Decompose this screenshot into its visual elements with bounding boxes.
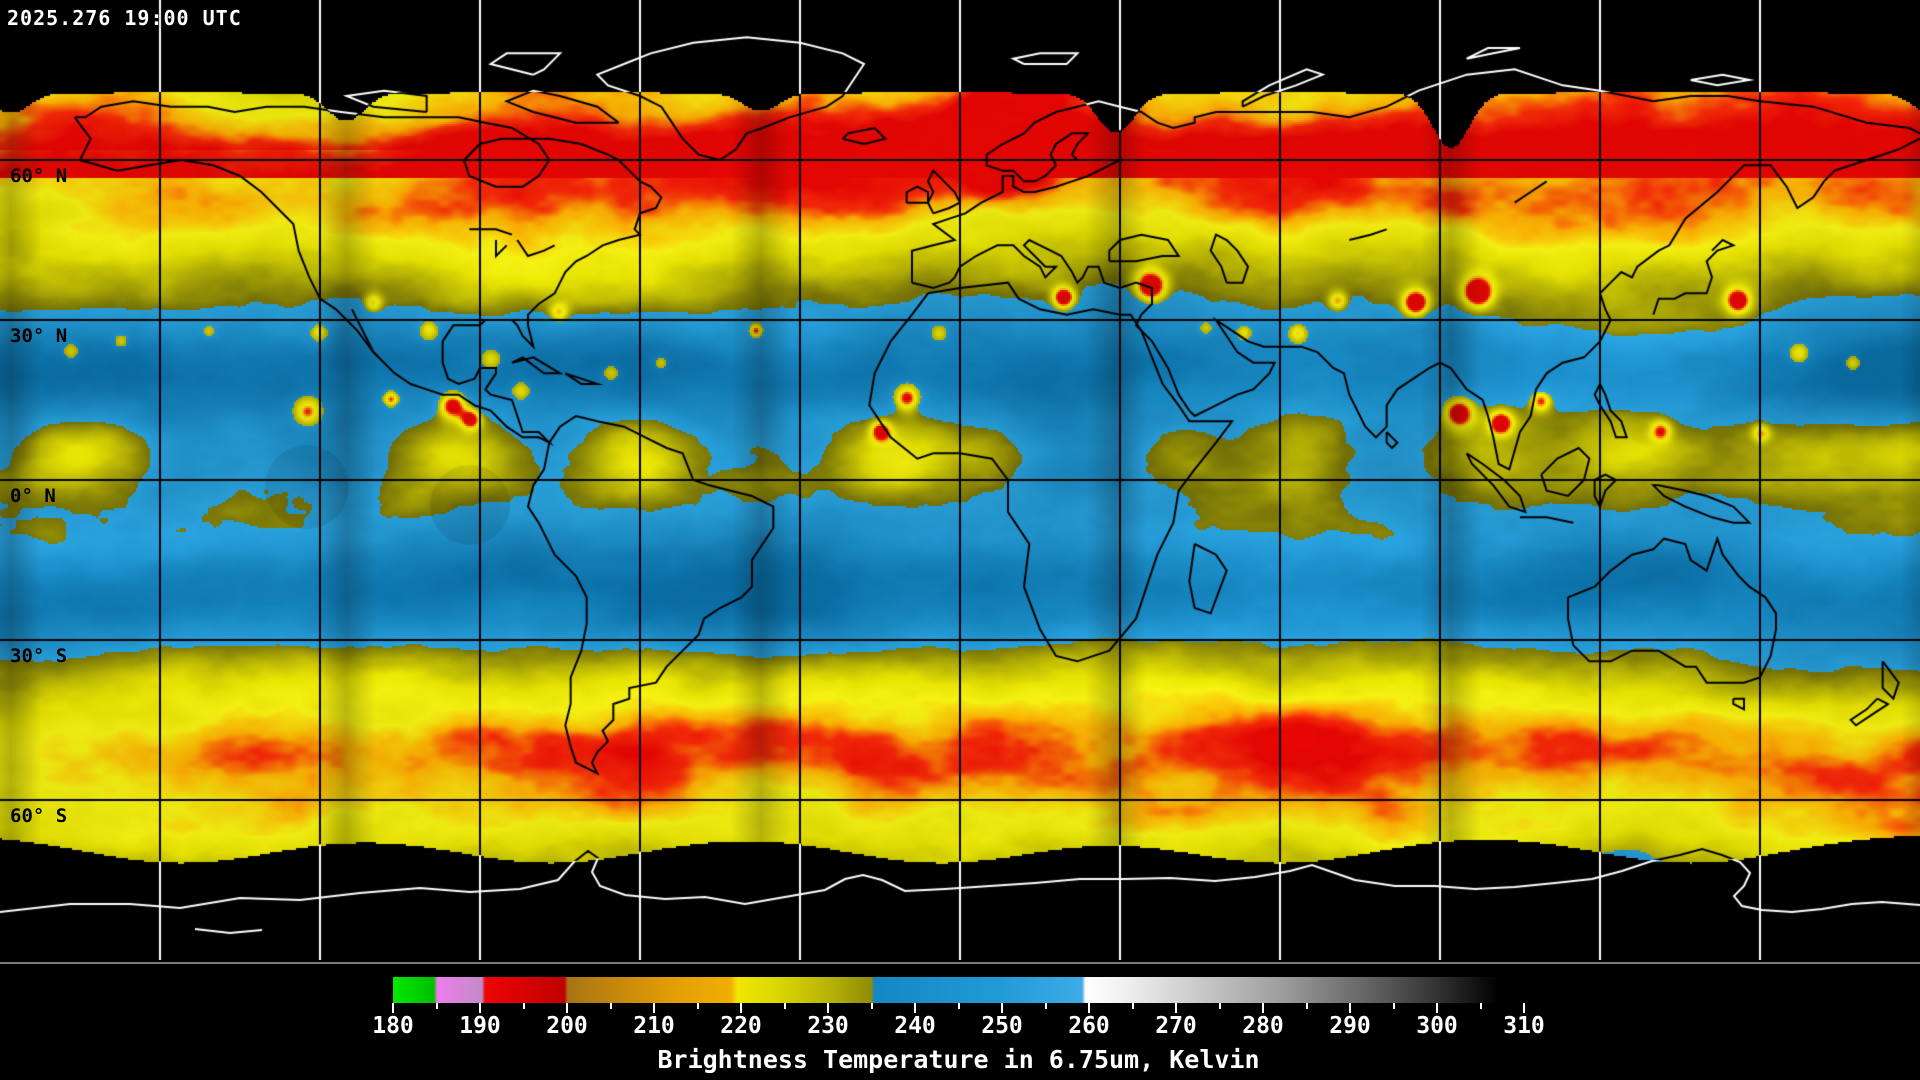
colorbar-minor-tick	[609, 1003, 612, 1009]
colorbar-tick-label: 290	[1329, 1013, 1371, 1039]
colorbar-major-tick	[653, 1003, 655, 1013]
colorbar-tick-label: 270	[1155, 1013, 1197, 1039]
colorbar-minor-tick	[1392, 1003, 1395, 1009]
colorbar-tick-label: 230	[807, 1013, 849, 1039]
satellite-map-canvas	[0, 0, 1920, 960]
colorbar-title: Brightness Temperature in 6.75um, Kelvin	[657, 1045, 1260, 1074]
colorbar-major-tick	[1088, 1003, 1090, 1013]
colorbar-gradient	[393, 977, 1524, 1003]
colorbar-tick-label: 260	[1068, 1013, 1110, 1039]
colorbar-minor-tick	[696, 1003, 699, 1009]
colorbar-minor-tick	[1044, 1003, 1047, 1009]
colorbar-major-tick	[1175, 1003, 1177, 1013]
latitude-label: 60° S	[10, 805, 68, 827]
colorbar-major-tick	[1523, 1003, 1525, 1013]
latitude-label: 30° N	[10, 325, 68, 347]
colorbar-major-tick	[827, 1003, 829, 1013]
colorbar-tick-label: 300	[1416, 1013, 1458, 1039]
colorbar-minor-tick	[522, 1003, 525, 1009]
colorbar-tick-label: 280	[1242, 1013, 1284, 1039]
colorbar-minor-tick	[1305, 1003, 1308, 1009]
colorbar-major-tick	[1262, 1003, 1264, 1013]
colorbar-tick-label: 210	[633, 1013, 675, 1039]
colorbar-tick-label: 180	[372, 1013, 414, 1039]
latitude-label: 30° S	[10, 645, 68, 667]
colorbar-major-tick	[479, 1003, 481, 1013]
colorbar-minor-tick	[957, 1003, 960, 1009]
colorbar-major-tick	[566, 1003, 568, 1013]
timestamp-label: 2025.276 19:00 UTC	[7, 6, 242, 30]
colorbar-major-tick	[1001, 1003, 1003, 1013]
colorbar-tick-label: 190	[459, 1013, 501, 1039]
colorbar-tick-label: 200	[546, 1013, 588, 1039]
colorbar-tick-label: 240	[894, 1013, 936, 1039]
colorbar-major-tick	[1349, 1003, 1351, 1013]
map-colorbar-separator	[0, 962, 1920, 964]
latitude-label: 60° N	[10, 165, 68, 187]
colorbar-tick-label: 310	[1503, 1013, 1545, 1039]
colorbar-minor-tick	[435, 1003, 438, 1009]
colorbar-major-tick	[914, 1003, 916, 1013]
colorbar-minor-tick	[783, 1003, 786, 1009]
colorbar-major-tick	[1436, 1003, 1438, 1013]
colorbar-major-tick	[740, 1003, 742, 1013]
colorbar-minor-tick	[1131, 1003, 1134, 1009]
colorbar-tick-label: 220	[720, 1013, 762, 1039]
latitude-label: 0° N	[10, 485, 56, 507]
colorbar-major-tick	[392, 1003, 394, 1013]
colorbar-tick-label: 250	[981, 1013, 1023, 1039]
colorbar-minor-tick	[870, 1003, 873, 1009]
colorbar-minor-tick	[1218, 1003, 1221, 1009]
colorbar-minor-tick	[1479, 1003, 1482, 1009]
